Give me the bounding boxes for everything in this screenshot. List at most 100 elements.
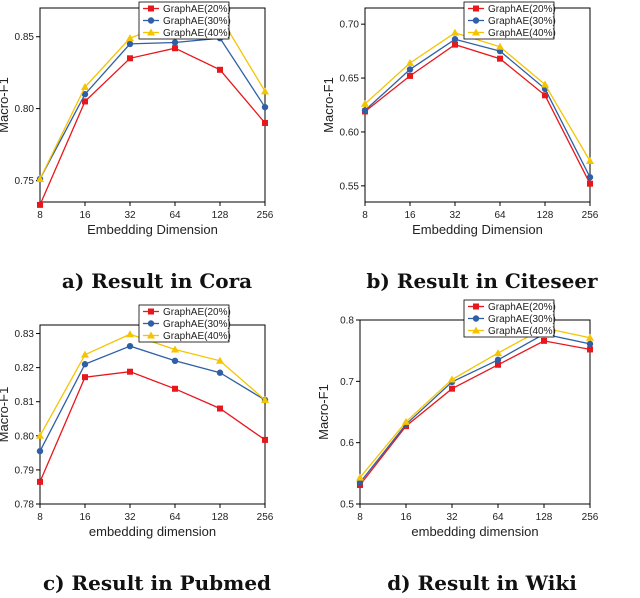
legend-label: GraphAE(40%): [163, 331, 231, 342]
data-point: [81, 91, 89, 98]
chart-caption: b) Result in Citeseer: [366, 269, 598, 293]
series-line-2: [39, 345, 266, 452]
data-point: [356, 479, 364, 486]
data-point: [542, 92, 548, 99]
series-line-1: [359, 340, 591, 486]
chart-caption: a) Result in Cora: [62, 269, 252, 293]
legend-marker: [147, 17, 155, 24]
legend-label: GraphAE(30%): [163, 319, 231, 330]
data-point: [587, 180, 593, 187]
chart-panel-3: 8 16 32 64 128 256 0.78 0.79 0.80 0.81 0.82 0.83 emb…: [0, 304, 274, 595]
x-tick-label: 8: [357, 512, 363, 523]
data-point: [406, 66, 414, 73]
data-point: [171, 39, 179, 46]
legend-marker: [148, 5, 154, 12]
x-tick-label: 8: [37, 512, 43, 523]
legend: GraphAE(20%)GraphAE(30%)GraphAE(40%): [138, 304, 231, 343]
x-tick-label: 8: [362, 210, 368, 221]
y-tick-label: 0.81: [15, 397, 35, 408]
x-axis-label: embedding dimension: [89, 524, 216, 539]
y-axis-label: Macro-F1: [321, 77, 336, 133]
y-tick-label: 0.80: [15, 431, 35, 442]
y-tick-label: 0.75: [15, 176, 35, 187]
x-axis-label: Embedding Dimension: [87, 222, 218, 237]
data-point: [494, 349, 502, 357]
x-tick-label: 16: [79, 210, 91, 221]
x-tick-label: 32: [446, 512, 458, 523]
legend-label: GraphAE(30%): [488, 314, 556, 325]
x-axis-label: embedding dimension: [411, 524, 538, 539]
data-point: [496, 42, 504, 50]
data-point: [261, 87, 269, 95]
x-tick-label: 64: [492, 512, 504, 523]
data-point: [356, 473, 364, 481]
legend: GraphAE(20%)GraphAE(30%)GraphAE(40%): [138, 1, 231, 40]
y-tick-label: 0.55: [340, 181, 360, 192]
x-tick-label: 64: [169, 512, 181, 523]
data-point: [494, 356, 502, 364]
data-point: [171, 345, 179, 353]
legend-marker: [148, 308, 154, 315]
plot-frame: [39, 324, 266, 505]
chart-caption: d) Result in Wiki: [387, 571, 577, 595]
data-point: [82, 374, 88, 381]
legend-marker: [472, 17, 480, 24]
y-axis-label: Macro-F1: [0, 77, 11, 133]
legend-marker: [147, 28, 155, 36]
data-point: [361, 99, 369, 107]
x-tick-label: 256: [257, 512, 274, 523]
y-axis-label: Macro-F1: [316, 384, 331, 440]
legend-marker: [472, 28, 480, 36]
legend-marker: [147, 331, 155, 339]
chart-panel-4: 8 16 32 64 128 256 0.5 0.6 0.7 0.8 embedding dimen…: [316, 299, 599, 595]
data-point: [37, 478, 43, 485]
legend-marker: [473, 303, 479, 310]
data-point: [37, 201, 43, 208]
data-point: [451, 36, 459, 43]
y-tick-label: 0.79: [15, 465, 35, 476]
x-tick-label: 32: [124, 512, 136, 523]
legend-label: GraphAE(40%): [488, 326, 556, 337]
x-tick-label: 16: [79, 512, 91, 523]
data-point: [497, 55, 503, 62]
data-point: [586, 340, 594, 348]
y-tick-label: 0.82: [15, 363, 35, 374]
legend-label: GraphAE(40%): [163, 28, 231, 39]
x-tick-label: 8: [37, 210, 43, 221]
data-point: [406, 58, 414, 66]
legend-marker: [473, 5, 479, 12]
data-point: [172, 45, 178, 52]
data-point: [449, 385, 455, 392]
x-tick-label: 64: [169, 210, 181, 221]
x-tick-label: 32: [124, 210, 136, 221]
legend-marker: [147, 320, 155, 327]
series-line-3: [359, 327, 591, 479]
data-point: [216, 356, 224, 364]
data-point: [172, 385, 178, 392]
data-point: [452, 41, 458, 48]
x-tick-label: 16: [400, 512, 412, 523]
y-tick-label: 0.70: [340, 20, 360, 31]
data-point: [82, 98, 88, 105]
y-axis-label: Macro-F1: [0, 387, 11, 443]
data-point: [586, 157, 594, 165]
legend-label: GraphAE(40%): [488, 28, 556, 39]
series-line-3: [364, 32, 591, 162]
y-tick-label: 0.5: [340, 500, 354, 511]
series-line-1: [39, 47, 266, 206]
data-point: [36, 447, 44, 455]
x-tick-label: 32: [449, 210, 461, 221]
y-tick-label: 0.80: [15, 104, 35, 115]
legend-label: GraphAE(20%): [163, 307, 231, 318]
series-line-1: [39, 371, 266, 483]
data-point: [216, 369, 224, 376]
x-axis-label: Embedding Dimension: [412, 222, 543, 237]
y-tick-label: 0.85: [15, 32, 35, 43]
legend-label: GraphAE(30%): [163, 16, 231, 27]
y-tick-label: 0.6: [340, 438, 354, 449]
data-point: [126, 40, 134, 48]
data-point: [36, 431, 44, 439]
data-point: [81, 83, 89, 91]
legend-marker: [472, 315, 480, 322]
